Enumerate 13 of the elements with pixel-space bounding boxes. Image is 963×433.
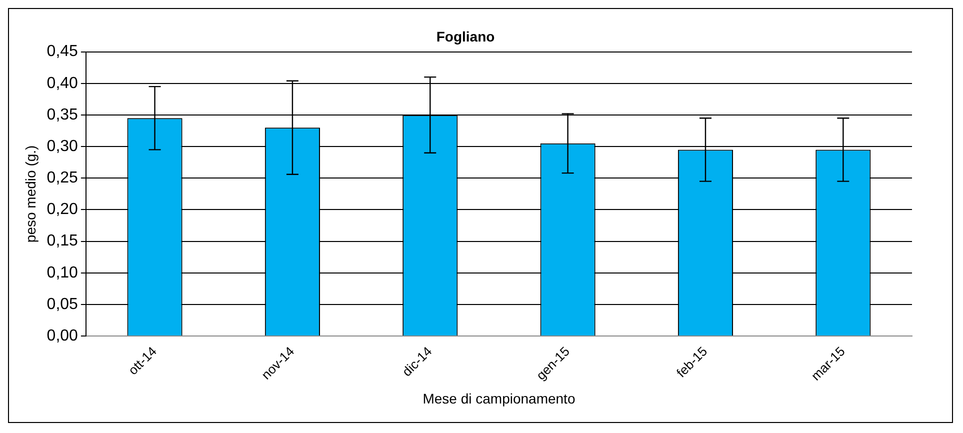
chart-title: Fogliano <box>436 28 495 44</box>
y-tick-label: 0,10 <box>46 264 78 282</box>
y-tick-label: 0,25 <box>46 170 78 187</box>
y-tick-label: 0,20 <box>46 201 78 218</box>
y-tick-label: 0,00 <box>46 327 78 344</box>
x-axis-title: Mese di campionamento <box>422 390 576 406</box>
y-tick-label: 0,35 <box>46 106 78 124</box>
y-tick-label: 0,05 <box>46 296 78 313</box>
y-tick-label: 0,30 <box>46 138 78 155</box>
y-tick-label: 0,45 <box>46 43 78 60</box>
y-tick-label: 0,40 <box>46 74 78 92</box>
y-axis-title: peso medio (g.) <box>22 145 38 243</box>
y-tick-label: 0,15 <box>46 232 78 250</box>
